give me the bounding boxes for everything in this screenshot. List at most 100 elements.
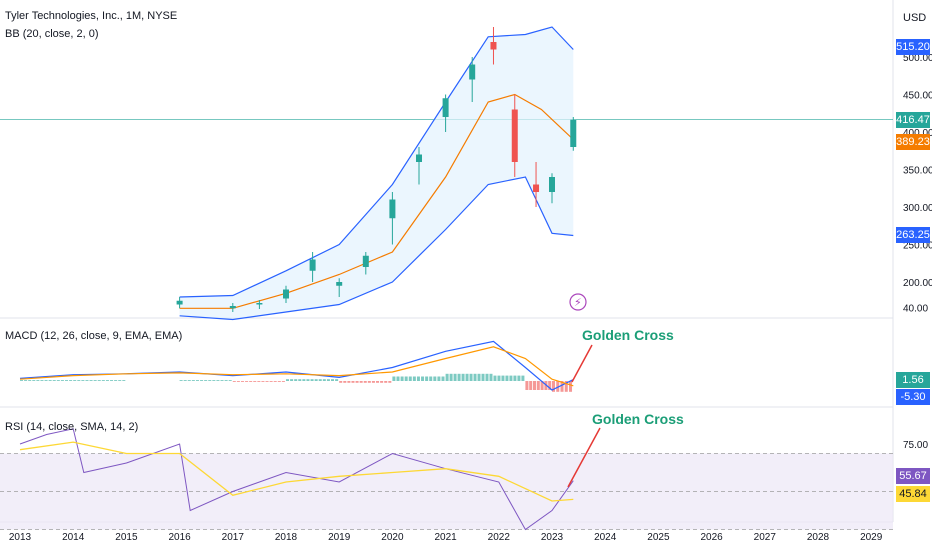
bb-legend: BB (20, close, 2, 0) [5,28,99,40]
year-tick-label: 2016 [168,532,191,543]
bb-upper-line [179,26,574,298]
macd-hist-bar [380,381,384,383]
candle-body [469,64,476,80]
bb-mid-tag: 389.23 [896,134,930,150]
rsi-legend: RSI (14, close, SMA, 14, 2) [5,421,139,433]
candle-body [442,98,449,117]
macd-hist-bar [513,375,517,381]
macd-hist-bar [412,376,416,381]
macd-hist-bar [556,381,560,392]
macd-hist-bar [56,380,60,381]
macd-hist-bar [445,373,449,381]
macd-hist-bar [433,376,437,381]
macd-hist-bar [298,379,302,381]
macd-hist-bar [453,373,457,381]
year-tick-label: 2014 [62,532,85,543]
macd-hist-bar [24,380,28,381]
symbol-legend: Tyler Technologies, Inc., 1M, NYSE [5,10,178,22]
macd-hist-bar [114,380,118,381]
macd-hist-bar [44,380,48,381]
signal-line [19,346,574,387]
macd-hist-bar [461,373,465,381]
year-tick-label: 2027 [754,532,777,543]
year-tick-label: 2018 [275,532,298,543]
macd-hist-bar [286,379,289,381]
macd-hist-bar [569,381,573,392]
macd-hist-bar [187,380,191,381]
macd-hist-bar [204,380,208,381]
year-tick-label: 2029 [860,532,883,543]
macd-hist-bar [359,381,363,383]
price-tick-label: 200.00 [903,278,932,289]
macd-hist-bar [52,380,56,381]
macd-hist-bar [101,380,105,381]
macd-hist-bar [404,376,408,381]
macd-hist-bar [32,380,36,381]
candle-body [570,119,577,147]
macd-hist-bar [302,379,306,381]
macd-hist-bar [85,380,89,381]
price-tick-label: 450.00 [903,91,932,102]
macd-hist-bar [269,381,273,382]
macd-hist-bar [265,381,269,382]
macd-hist-bar [249,381,253,382]
macd-hist-bar [351,381,355,383]
macd-hist-bar [60,380,64,381]
year-tick-label: 2025 [647,532,670,543]
macd-hist-bar [343,381,347,383]
macd-hist-bar [195,380,199,381]
macd-hist-bar [28,380,32,381]
year-tick-label: 2015 [115,532,138,543]
macd-hist-bar [232,381,236,382]
bb-lower-line [179,176,574,321]
macd-hist-bar [425,376,429,381]
candle-body [283,289,289,299]
macd-hist-bar [183,380,187,381]
macd-hist-bar [306,379,310,381]
macd-hist-bar [548,381,552,390]
year-tick-label: 2017 [222,532,245,543]
macd-hist-bar [376,381,380,383]
macd-hist-bar [457,373,461,381]
macd-hist-bar [20,380,23,381]
macd-hist-bar [367,381,371,383]
macd-hist-bar [314,379,318,381]
macd-hist-bar [191,380,195,381]
macd-hist-bar [290,379,294,381]
macd-hist-bar [236,381,240,382]
price-tick-label: 400.00 [903,128,932,139]
year-tick-label: 2024 [594,532,617,543]
bb-upper-tag: 515.20 [896,39,930,55]
macd-hist-bar [564,381,568,392]
macd-hist-bar [465,373,469,381]
macd-hist-bar [208,380,212,381]
year-tick-label: 2020 [381,532,404,543]
candle-body [416,154,422,162]
rsi-tick-label: 75.00 [903,440,928,451]
macd-hist-bar [384,381,388,383]
macd-tick-label: 40.00 [903,304,928,315]
macd-hist-bar [48,380,52,381]
macd-hist-bar [416,376,420,381]
bb-lower-tag: 263.25 [896,227,930,243]
macd-hist-bar [294,379,298,381]
macd-hist-bar [240,381,244,382]
macd-hist-bar [69,380,73,381]
macd-hist-bar [469,373,473,381]
macd-hist-bar [261,381,265,382]
macd-hist-bar [505,375,509,381]
year-tick-label: 2026 [700,532,723,543]
macd-hist-bar [497,375,501,381]
year-tick-label: 2022 [488,532,511,543]
macd-hist-bar [73,380,77,381]
year-tick-label: 2028 [807,532,830,543]
macd-hist-bar [326,379,330,381]
macd-hist-bar [77,380,81,381]
candle-body [490,42,497,50]
macd-hist-bar [437,376,441,381]
macd-hist-bar [81,380,85,381]
macd-hist-bar [485,373,489,381]
macd-hist-bar [281,381,285,382]
macd-hist-bar [388,381,392,383]
